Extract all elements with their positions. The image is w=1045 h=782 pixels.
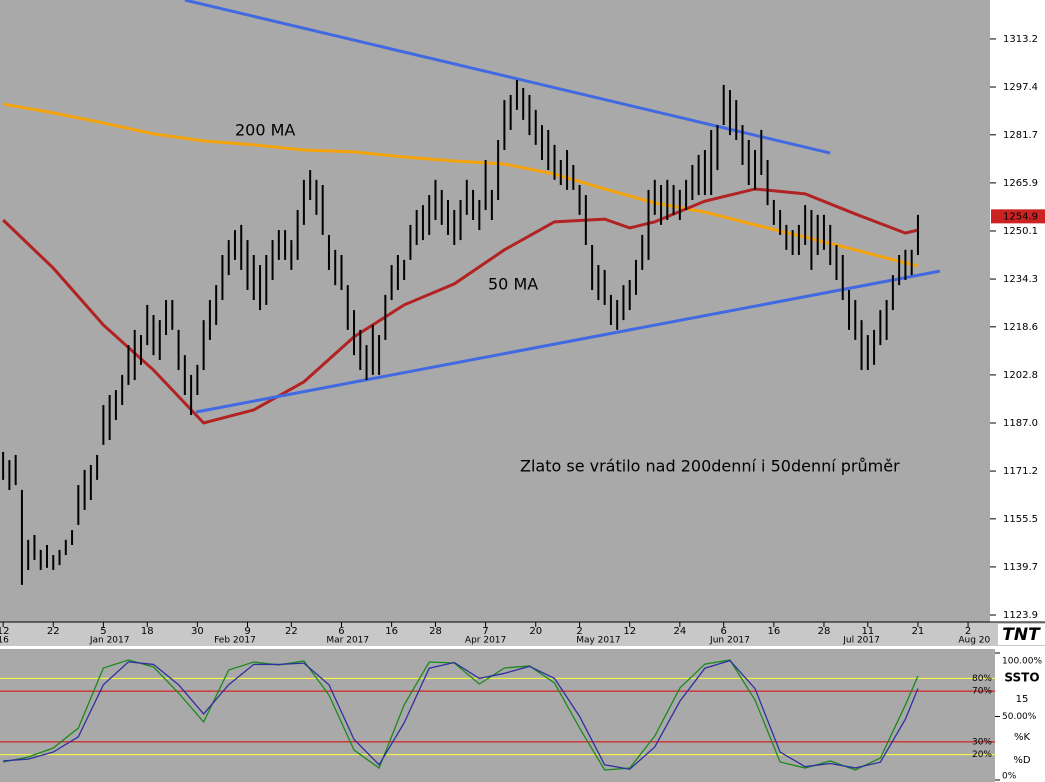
annotation: Zlato se vrátilo nad 200denní i 50denní …	[520, 457, 900, 476]
last-price-box	[991, 209, 1045, 224]
x-tick-label: 6	[721, 626, 727, 637]
stoch-title: SSTO	[1004, 671, 1039, 685]
x-tick-label: 16	[385, 626, 398, 637]
moving-average	[2, 187, 919, 425]
logo: TNT	[1002, 625, 1041, 645]
x-tick-label: 7	[482, 626, 488, 637]
y-tick-label: 1265.9	[1003, 178, 1038, 189]
y-tick-label: 1250.1	[1003, 226, 1038, 237]
y-tick-label: 1202.8	[1003, 370, 1038, 381]
x-tick-label: 28	[429, 626, 442, 637]
level-label: 20%	[972, 750, 992, 760]
level-label: 70%	[972, 687, 992, 697]
stoch-line	[3, 659, 919, 771]
x-tick-label: 12	[0, 626, 10, 637]
x-tick-label: 9	[244, 626, 250, 637]
month-label: Jul 2017	[842, 636, 880, 646]
month-label: Feb 2017	[214, 636, 256, 646]
x-tick-label: 5	[100, 626, 106, 637]
month-label: Mar 2017	[326, 636, 369, 646]
panel-separator	[0, 646, 1045, 649]
x-tick-label: 2	[965, 626, 971, 637]
stoch-line	[3, 659, 919, 770]
moving-average	[2, 102, 919, 268]
x-tick-label: 22	[47, 626, 60, 637]
x-tick-label: 22	[285, 626, 298, 637]
x-tick-label: 16	[767, 626, 780, 637]
logo-box	[998, 624, 1045, 645]
y-tick-label: 100.00%	[1002, 657, 1042, 667]
month-label: May 2017	[576, 636, 620, 646]
x-tick-label: 2	[576, 626, 582, 637]
x-tick-label: 11	[861, 626, 874, 637]
y-tick-label: 1281.7	[1003, 130, 1038, 141]
month-label: Apr 2017	[465, 636, 506, 646]
legend-k: %K	[1014, 732, 1031, 743]
y-tick-label: 1123.9	[1003, 610, 1038, 621]
trendline	[195, 269, 941, 414]
stoch-param: 15	[1016, 694, 1029, 705]
last-price-label: 1254.9	[1003, 211, 1038, 222]
y-tick-label: 1234.3	[1003, 274, 1038, 285]
price-axis-panel	[990, 0, 1045, 622]
price-plot	[2, 0, 941, 425]
y-tick-label: 1187.0	[1003, 418, 1038, 429]
y-tick-label: 1139.7	[1003, 562, 1038, 573]
month-label: Aug 20	[958, 636, 990, 646]
trendline	[184, 0, 831, 155]
level-label: 30%	[972, 737, 992, 747]
y-tick-label: 1155.5	[1003, 514, 1038, 525]
y-tick-label: 1297.4	[1003, 82, 1038, 93]
x-tick-label: 30	[191, 626, 204, 637]
y-tick-label: 50.00%	[1002, 712, 1037, 722]
x-tick-label: 6	[338, 626, 344, 637]
ma-label: 50 MA	[488, 275, 538, 294]
level-label: 80%	[972, 674, 992, 684]
month-label: 16	[0, 636, 9, 646]
date-axis-panel	[0, 622, 1045, 646]
stoch-axis-panel	[995, 649, 1045, 782]
y-tick-label: 1171.2	[1003, 466, 1038, 477]
y-tick-label: 1313.2	[1003, 34, 1038, 45]
x-tick-label: 28	[818, 626, 831, 637]
ma-label: 200 MA	[235, 121, 295, 140]
plot-area	[2, 0, 941, 425]
x-tick-label: 12	[623, 626, 636, 637]
month-label: Jun 2017	[709, 636, 750, 646]
x-tick-label: 21	[912, 626, 925, 637]
x-tick-label: 20	[529, 626, 542, 637]
y-tick-label: 0%	[1002, 772, 1017, 782]
y-tick-label: 1218.6	[1003, 322, 1038, 333]
x-tick-label: 24	[673, 626, 686, 637]
month-label: Jan 2017	[89, 636, 130, 646]
x-tick-label: 18	[141, 626, 154, 637]
legend-d: %D	[1013, 755, 1031, 766]
